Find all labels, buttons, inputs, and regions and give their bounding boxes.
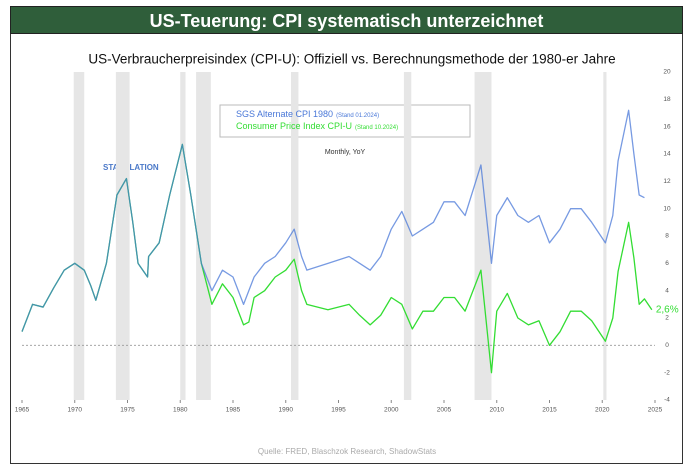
legend-note: (Stand 10.2024)	[355, 125, 398, 131]
x-tick-label: 2015	[542, 407, 557, 414]
legend-note: (Stand 01.2024)	[336, 113, 379, 119]
y-tick-label: 10	[663, 205, 671, 212]
shaded-period	[474, 72, 492, 400]
x-tick-label: 2020	[595, 407, 610, 414]
x-tick-label: 1985	[226, 407, 241, 414]
y-tick-label: 14	[663, 151, 671, 158]
x-tick-label: 1980	[173, 407, 188, 414]
y-tick-label: 16	[663, 123, 671, 130]
y-tick-label: 6	[665, 260, 669, 267]
x-tick-label: 2010	[490, 407, 505, 414]
x-tick-label: 2005	[437, 407, 452, 414]
y-tick-label: 2	[665, 315, 669, 322]
shaded-period	[115, 72, 130, 400]
subtitle: Monthly, YoY	[325, 149, 366, 156]
y-tick-label: 12	[663, 178, 671, 185]
y-tick-label: 4	[665, 287, 669, 294]
shaded-period	[180, 72, 186, 400]
y-tick-label: 20	[663, 69, 671, 76]
legend-box	[219, 104, 471, 138]
series-line	[21, 109, 645, 332]
y-tick-label: 18	[663, 96, 671, 103]
source: Quelle: FRED, Blaschzok Research, Shadow…	[258, 447, 436, 456]
x-tick-label: 1965	[15, 407, 30, 414]
y-tick-label: 0	[665, 342, 669, 349]
x-tick-label: 2025	[648, 407, 663, 414]
y-tick-label: 8	[665, 233, 669, 240]
chart-title: US-Verbraucherpreisindex (CPI-U): Offizi…	[88, 52, 615, 67]
shaded-period	[196, 72, 211, 400]
shaded-period	[403, 72, 412, 400]
x-tick-label: 1975	[120, 407, 135, 414]
value-label: 2,6%	[656, 304, 679, 315]
shaded-period	[73, 72, 85, 400]
x-tick-label: 2000	[384, 407, 399, 414]
shaded-period	[291, 72, 299, 400]
y-tick-label: -4	[664, 397, 670, 404]
shaded-period	[603, 72, 607, 400]
annotation: STAGFLATION	[103, 163, 159, 172]
y-tick-label: -2	[664, 369, 670, 376]
legend-label: Consumer Price Index CPI-U (Stand 10.2024…	[236, 121, 398, 131]
x-tick-label: 1970	[68, 407, 83, 414]
x-tick-label: 1990	[279, 407, 294, 414]
legend-name: Consumer Price Index CPI-U	[236, 121, 352, 131]
legend-label: SGS Alternate CPI 1980 (Stand 01.2024)	[236, 109, 379, 119]
legend-name: SGS Alternate CPI 1980	[236, 109, 333, 119]
x-tick-label: 1995	[331, 407, 346, 414]
header-title: US-Teuerung: CPI systematisch unterzeich…	[10, 6, 683, 34]
